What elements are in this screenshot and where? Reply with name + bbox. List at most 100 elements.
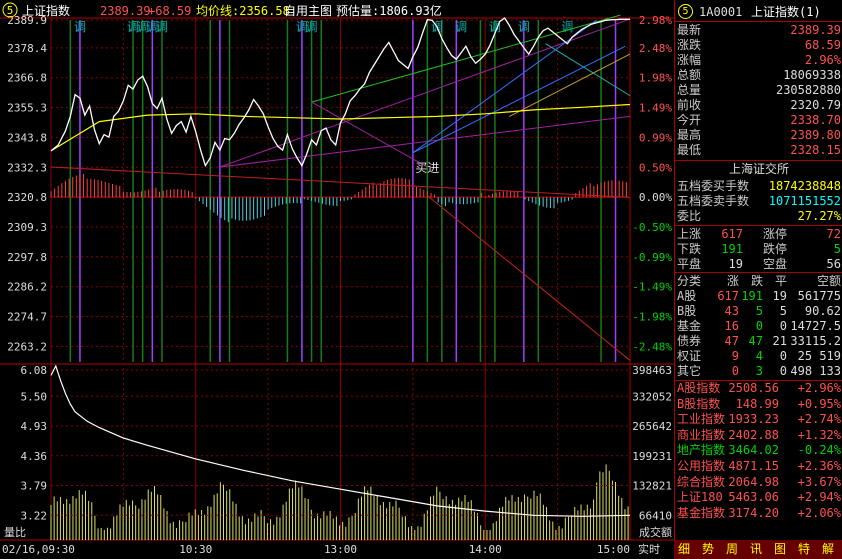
time-tick-label: 10:30 (179, 543, 212, 556)
panel-separator (675, 380, 842, 381)
quote-value: 2389.80 (790, 128, 841, 142)
quote-row: 最低 2328.15 (675, 142, 842, 158)
class-cell: 0 (731, 364, 739, 378)
class-cell: 5 (755, 304, 763, 318)
index-row[interactable]: 公用指数 4871.15 +2.36% (675, 459, 842, 474)
breadth-row: 下跌 191 跌停 5 (675, 241, 842, 257)
index-value: 148.99 (735, 396, 779, 411)
exchange-row: 上海证交所 (675, 161, 842, 177)
signal-label: 调 (489, 20, 501, 34)
index-row[interactable]: 上证180 5463.06 +2.94% (675, 490, 842, 505)
index-name-label: 上证指数 (22, 3, 70, 18)
class-cell: 16 (724, 319, 739, 333)
pct-tick-label: -0.99% (632, 251, 672, 264)
trend-line (311, 101, 428, 168)
breadth-label: 跌停 (763, 242, 788, 256)
pct-tick-label: 1.98% (639, 72, 672, 85)
price-tick-label: 2320.8 (7, 191, 47, 204)
index-row[interactable]: 基金指数 3174.20 +2.06% (675, 506, 842, 521)
breadth-label: 空盘 (763, 257, 788, 271)
order-row: 委比 27.27% (675, 208, 842, 224)
class-cell: 21 (772, 334, 787, 348)
index-row[interactable]: 地产指数 3464.02 -0.24% (675, 443, 842, 458)
index-name: 工业指数 (677, 412, 726, 427)
class-cell: 25 519 (797, 349, 841, 363)
price-tick-label: 2297.8 (7, 251, 47, 264)
trend-line (412, 19, 597, 154)
time-tick-label: 14:00 (469, 543, 502, 556)
period-badge-label: 5 (7, 4, 14, 17)
trend-line (412, 45, 626, 154)
price-tick-label: 2332.3 (7, 161, 47, 174)
index-row[interactable]: 商业指数 2402.88 +1.32% (675, 428, 842, 443)
index-value: 1933.23 (728, 412, 779, 427)
class-row: 基金 16 0 0 14727.5 (675, 318, 842, 334)
class-header-cell: 平 (774, 274, 787, 288)
index-row[interactable]: 工业指数 1933.23 +2.74% (675, 412, 842, 427)
quote-value: 18069338 (783, 68, 841, 82)
class-cell: 43 (724, 304, 739, 318)
quote-row: 涨跌 68.59 (675, 37, 842, 53)
pct-tick-label: 0.00% (639, 191, 672, 204)
turnover-tick-label: 199231 (632, 450, 672, 463)
index-value: 2402.88 (728, 427, 779, 442)
quote-row: 今开 2338.70 (675, 112, 842, 128)
breadth-row: 上涨 617 涨停 72 (675, 226, 842, 242)
class-cell: 561775 (797, 289, 841, 303)
index-change: +0.95% (797, 396, 841, 411)
tab-细[interactable]: 细 (678, 542, 691, 556)
class-cell: 498 133 (790, 364, 841, 378)
order-label: 五档委买手数 (677, 179, 750, 193)
class-cell: 债券 (677, 334, 702, 348)
index-row[interactable]: 综合指数 2064.98 +3.67% (675, 475, 842, 490)
class-header-cell: 跌 (750, 274, 763, 288)
breadth-value: 617 (721, 227, 743, 241)
quote-panel: 5 1A0001 上证指数(1) 最新 2389.39 涨跌 68.59 涨幅 2.96% 总额 1… (674, 0, 842, 559)
index-name: 基金指数 (677, 505, 726, 520)
index-name: A股指数 (677, 381, 721, 395)
intraday-chart[interactable]: 2389.9 2.98% 2378.4 2.48% 2366.8 1.98% 2355.3 1… (0, 0, 674, 559)
index-value-label: 2389.39 (100, 4, 151, 18)
quote-row: 总额 18069338 (675, 67, 842, 83)
breadth-label: 下跌 (677, 242, 702, 256)
class-cell: 其它 (677, 364, 702, 378)
signal-label: 调 (455, 20, 467, 34)
index-change: +3.67% (797, 474, 841, 489)
index-change: -0.24% (797, 443, 841, 458)
pct-tick-label: -2.48% (632, 340, 672, 353)
tab-势[interactable]: 势 (702, 542, 715, 556)
price-tick-label: 2309.3 (7, 221, 47, 234)
price-line (50, 17, 630, 168)
panel-separator (675, 160, 842, 161)
index-row[interactable]: B股指数 148.99 +0.95% (675, 397, 842, 412)
volume-ratio-label: 量比 (4, 526, 26, 539)
index-value: 5463.06 (728, 490, 779, 505)
class-cell: 5 (779, 304, 787, 318)
tab-图[interactable]: 图 (774, 542, 787, 556)
class-header-cell: 分类 (677, 274, 702, 288)
index-name: 公用指数 (677, 459, 726, 473)
period-badge-icon[interactable] (2, 2, 18, 18)
index-row[interactable]: A股指数 2508.56 +2.96% (675, 381, 842, 396)
breadth-value: 5 (833, 242, 841, 256)
tab-讯[interactable]: 讯 (750, 542, 763, 556)
buy-annotation: 买进 (415, 161, 439, 175)
volume-ratio-tick-label: 6.08 (21, 364, 48, 377)
bottom-tab-bar: 细势周讯图特解 (674, 540, 842, 559)
class-row: A股 617 191 19 561775 (675, 288, 842, 304)
tab-解[interactable]: 解 (822, 542, 835, 556)
class-cell: 0 (779, 349, 787, 363)
class-cell: B股 (677, 304, 697, 318)
index-name: B股指数 (677, 396, 721, 411)
index-change: +2.74% (797, 412, 841, 427)
signal-label: 调 (561, 20, 573, 34)
class-row: B股 43 5 5 90.62 (675, 303, 842, 319)
tab-周[interactable]: 周 (726, 542, 739, 556)
tab-特[interactable]: 特 (798, 542, 811, 556)
quote-row: 最高 2389.80 (675, 127, 842, 143)
price-tick-label: 2389.9 (7, 14, 47, 27)
index-change-label: +68.59 (148, 4, 191, 18)
order-label: 委比 (677, 209, 702, 223)
quote-label: 前收 (677, 98, 702, 112)
signal-label: 调 (156, 20, 168, 34)
